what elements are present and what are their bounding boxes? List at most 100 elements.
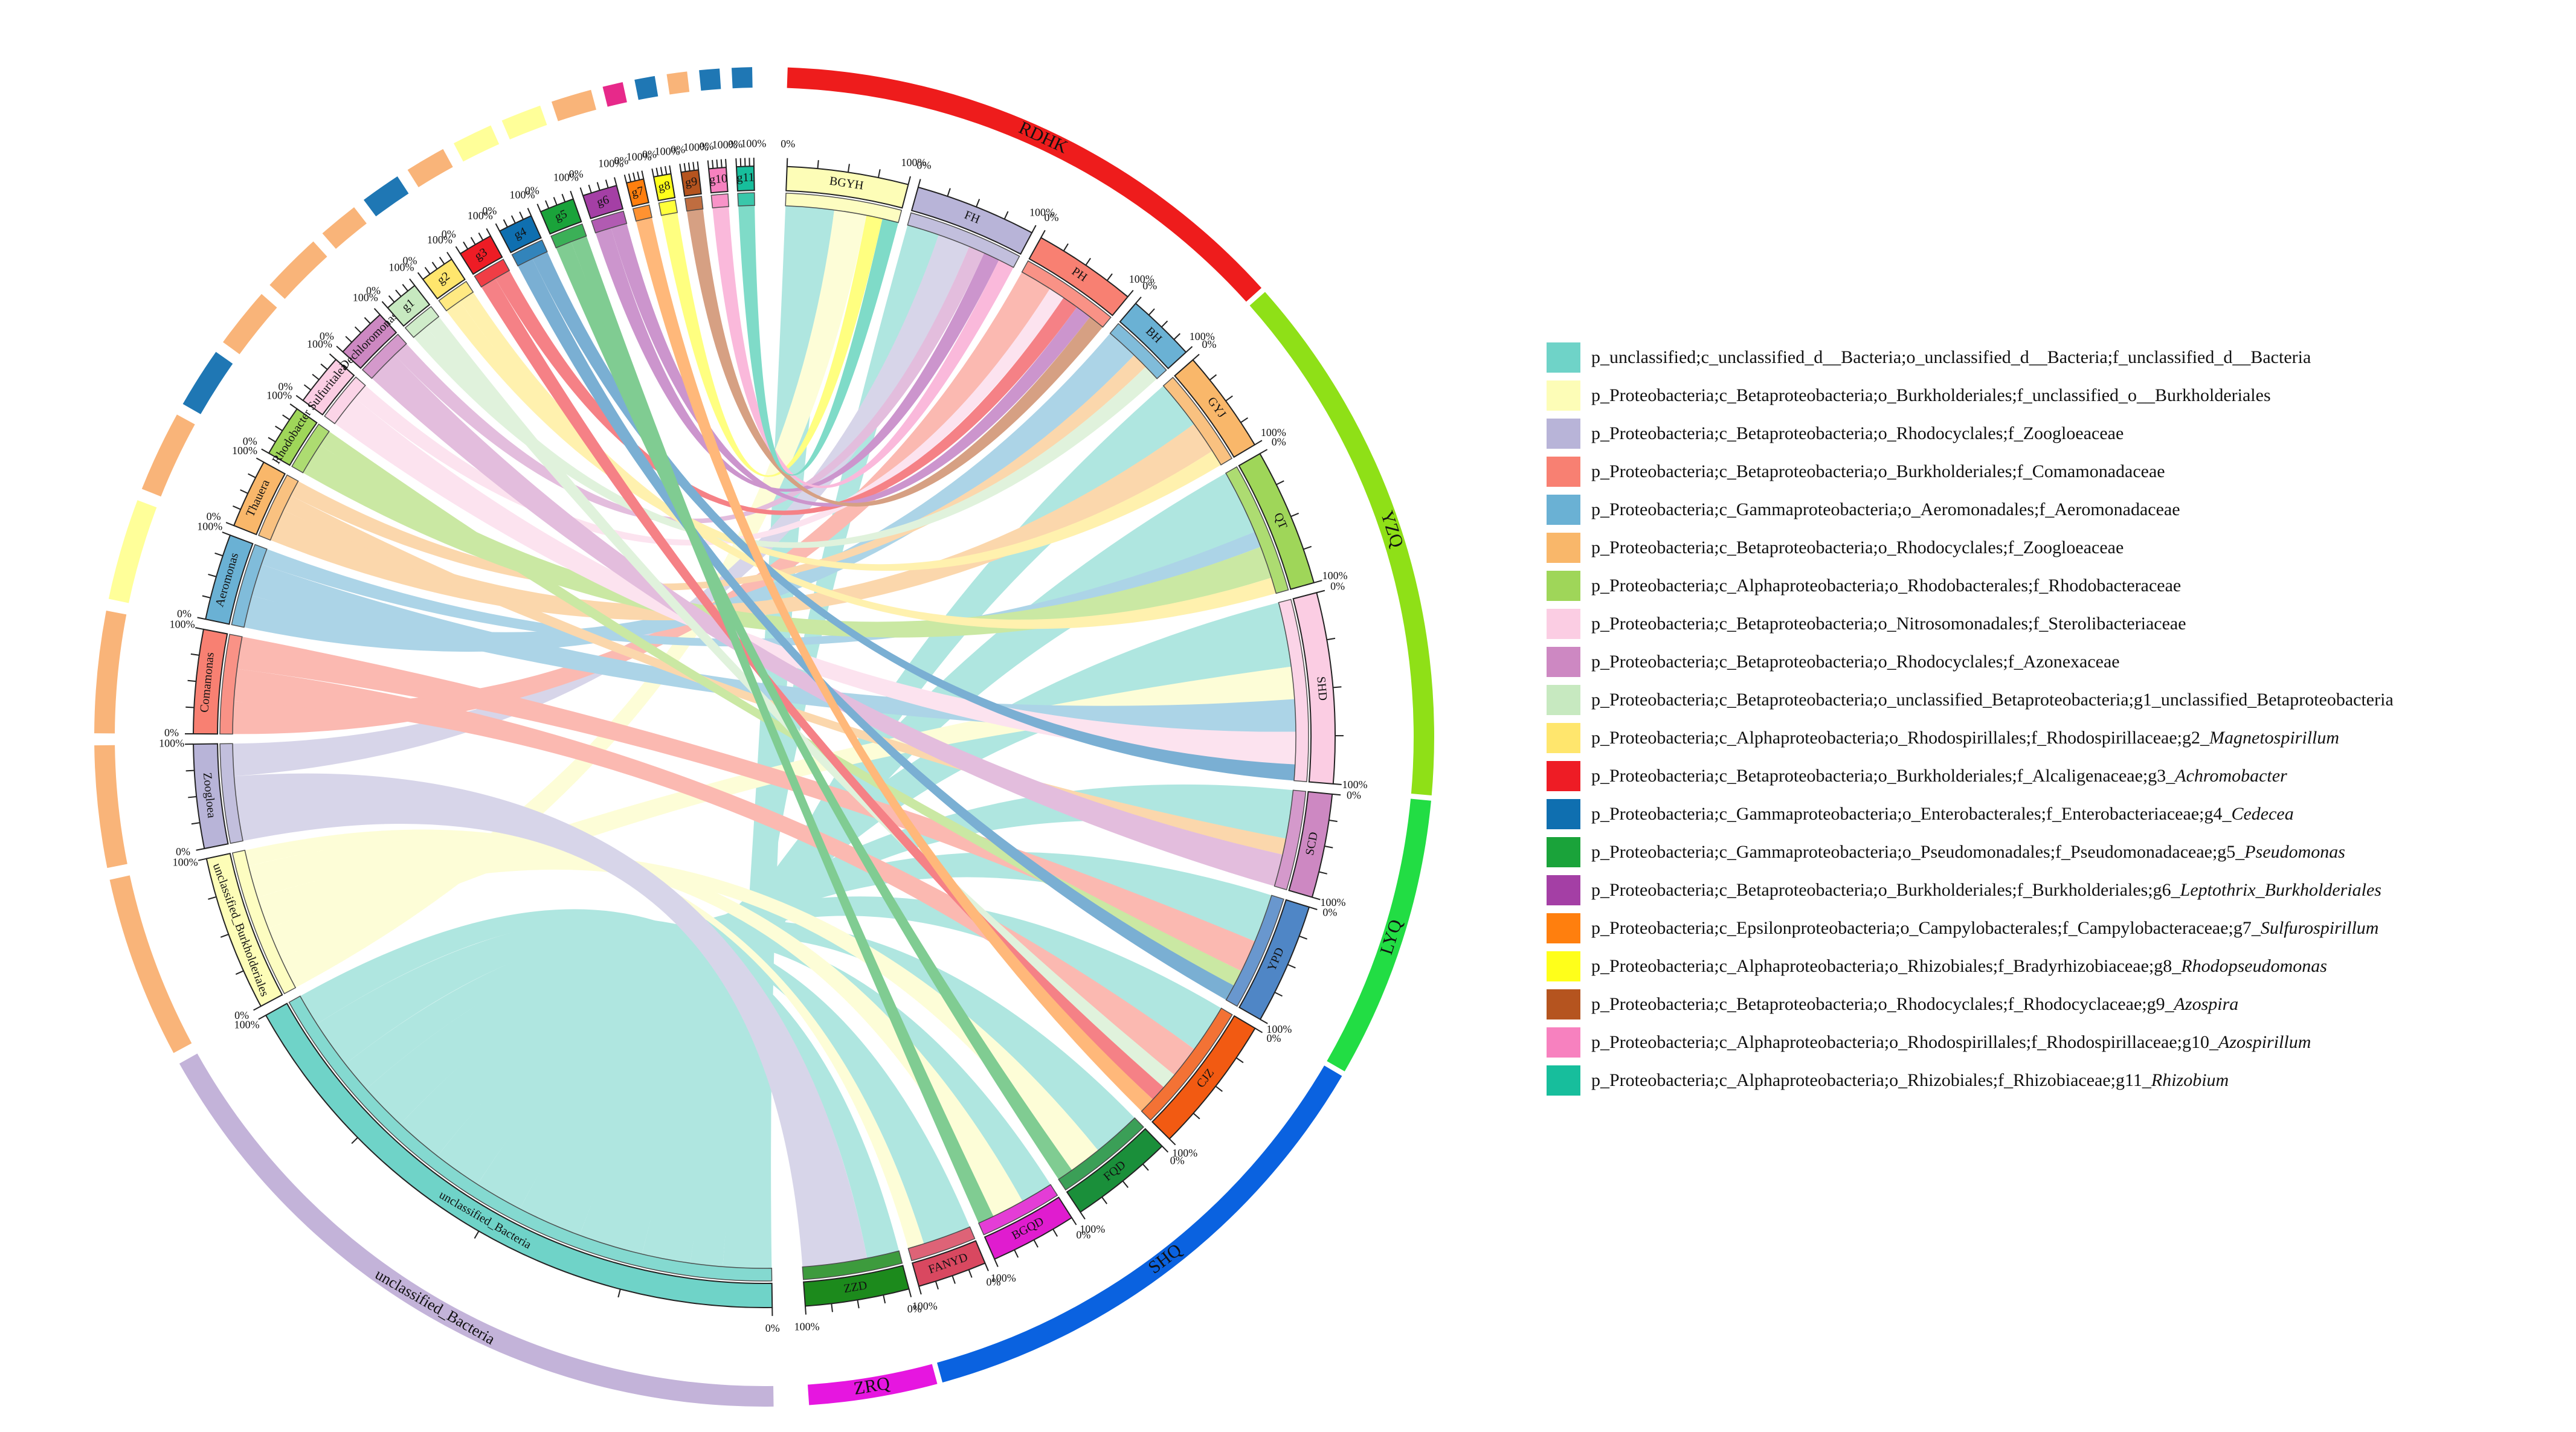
legend-swatch — [1547, 494, 1580, 525]
pct-label-start: 0% — [243, 435, 257, 448]
scale-tick — [596, 182, 601, 191]
scale-tick — [1052, 1228, 1058, 1237]
ribbon — [320, 431, 1241, 986]
composition-strip — [219, 634, 243, 735]
sector-band — [193, 628, 228, 735]
composition-strip — [511, 239, 548, 267]
taxon-label-g11: g11 — [736, 171, 755, 185]
pct-label-start: 0% — [569, 168, 584, 180]
scale-tick — [191, 822, 200, 825]
legend-item: p_Proteobacteria;c_Betaproteobacteria;o_… — [1547, 681, 2562, 719]
scale-tick — [1135, 297, 1142, 304]
scale-tick — [1185, 345, 1193, 353]
scale-tick — [253, 1006, 262, 1011]
pct-label-end: 100% — [901, 156, 926, 169]
scale-tick — [716, 159, 718, 169]
pct-label-start: 0% — [176, 846, 190, 858]
scale-tick — [831, 1303, 833, 1312]
taxon-group-arc — [363, 176, 409, 217]
composition-strip — [907, 1226, 976, 1262]
pct-label-end: 100% — [1266, 1023, 1292, 1035]
scale-tick — [336, 345, 344, 353]
legend-item: p_Proteobacteria;c_Betaproteobacteria;o_… — [1547, 985, 2562, 1023]
legend-item: p_Proteobacteria;c_Alphaproteobacteria;o… — [1547, 947, 2562, 985]
sector-band — [911, 1240, 986, 1287]
taxon-group-arc — [141, 414, 195, 497]
taxon-group-arc — [109, 875, 192, 1053]
legend-item: p_Proteobacteria;c_Gammaproteobacteria;o… — [1547, 795, 2562, 833]
scale-tick — [1209, 374, 1217, 380]
scale-tick — [289, 403, 298, 409]
taxon-sector-g7: g7 0%100% — [614, 150, 652, 222]
scale-tick — [1031, 225, 1037, 233]
legend: p_unclassified;c_unclassified_d__Bacteri… — [1547, 338, 2562, 1099]
ribbon — [372, 355, 1283, 887]
pct-label-start: 0% — [1266, 1032, 1281, 1044]
legend-item: p_Proteobacteria;c_Gammaproteobacteria;o… — [1547, 490, 2562, 528]
scale-tick — [214, 552, 224, 557]
scale-tick — [220, 934, 229, 938]
composition-strip — [1162, 376, 1233, 466]
pct-label-start: 0% — [765, 1322, 780, 1334]
taxon-group-arc — [322, 207, 367, 249]
pct-label-end: 100% — [1029, 207, 1055, 219]
pct-label-start: 0% — [234, 1009, 249, 1021]
scale-tick — [402, 284, 408, 292]
scale-tick — [1299, 935, 1308, 940]
scale-tick — [1225, 395, 1233, 402]
sector-band — [910, 186, 1033, 255]
scale-tick — [1215, 1085, 1223, 1092]
scale-tick — [968, 1269, 973, 1278]
scale-tick — [486, 228, 491, 237]
sector-band — [1119, 302, 1187, 370]
pct-label-end: 100% — [307, 338, 332, 350]
scale-tick — [588, 184, 592, 193]
group-arc-LYQ — [1327, 798, 1431, 1071]
pct-label-start: 0% — [781, 138, 795, 150]
scale-tick — [1014, 1249, 1019, 1258]
scale-tick — [545, 200, 550, 209]
composition-strip — [1021, 260, 1112, 328]
composition-strip — [632, 204, 652, 222]
scale-tick — [1290, 512, 1299, 518]
scale-tick — [908, 1288, 912, 1297]
pct-label-end: 100% — [266, 389, 292, 401]
composition-strip — [288, 995, 773, 1282]
pct-label-start: 0% — [1347, 789, 1361, 801]
sector-band — [1174, 359, 1256, 458]
ribbon — [283, 495, 1286, 855]
sector-band — [1151, 1015, 1256, 1140]
scale-tick — [665, 165, 668, 175]
taxon-label-g8: g8 — [657, 179, 672, 194]
scale-tick — [233, 505, 241, 510]
taxon-sector-g1: g10%100% — [366, 261, 440, 338]
legend-swatch — [1547, 608, 1580, 639]
legend-swatch — [1547, 1065, 1580, 1096]
legend-label: p_Proteobacteria;c_Betaproteobacteria;o_… — [1591, 423, 2124, 443]
scale-tick — [1161, 1145, 1169, 1153]
scale-tick — [1101, 1196, 1108, 1204]
composition-strip — [550, 223, 587, 249]
scale-tick — [235, 970, 244, 975]
legend-label: p_Proteobacteria;c_Betaproteobacteria;o_… — [1591, 765, 2287, 786]
scale-tick — [847, 164, 850, 173]
composition-strip — [1109, 323, 1167, 380]
sector-band — [498, 214, 542, 254]
scale-tick — [351, 1137, 358, 1145]
pct-label-start: 0% — [1142, 280, 1157, 292]
pct-label-start: 0% — [614, 155, 628, 167]
sample-sector-FH: FH0%100% — [907, 159, 1055, 268]
scale-tick — [364, 317, 371, 324]
scale-tick — [208, 573, 217, 577]
scale-tick — [1254, 440, 1263, 446]
composition-strip — [438, 280, 474, 312]
legend-item: p_Proteobacteria;c_Alphaproteobacteria;o… — [1547, 1023, 2562, 1061]
scale-tick — [570, 190, 574, 199]
scale-tick — [947, 188, 951, 197]
scale-tick — [1328, 820, 1338, 823]
